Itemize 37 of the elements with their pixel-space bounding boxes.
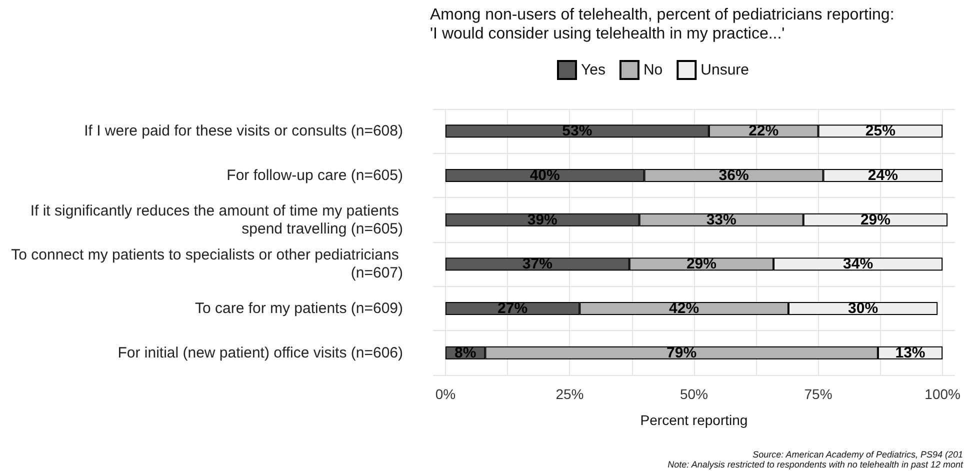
data-label: 79%: [666, 344, 697, 362]
data-label: 24%: [868, 167, 898, 184]
data-label: 29%: [686, 256, 716, 273]
y-tick-label: If I were paid for these visits or consults (n=608): [84, 122, 403, 140]
x-tick-label: 100%: [924, 386, 960, 402]
data-label: 8%: [454, 344, 476, 362]
y-tick-label: For follow-up care (n=605): [226, 167, 403, 184]
data-label: 39%: [527, 211, 558, 228]
data-label: 36%: [718, 167, 749, 184]
data-label: 53%: [562, 122, 592, 140]
legend-label: No: [643, 62, 663, 78]
x-tick-label: 0%: [435, 386, 456, 402]
data-label: 30%: [848, 300, 878, 317]
x-axis-title: Percent reporting: [640, 412, 748, 428]
data-label: 42%: [669, 300, 700, 317]
y-tick-label: For initial (new patient) office visits (n=606): [118, 344, 404, 362]
y-tick-label: To connect my patients to specialists or other pediatricians (n=607): [11, 246, 403, 282]
chart-subtitle: 'I would consider using telehealth in my practice...': [430, 26, 785, 42]
data-label: 22%: [748, 122, 779, 140]
data-label: 40%: [530, 167, 560, 184]
data-label: 34%: [843, 256, 874, 273]
data-label: 33%: [706, 211, 736, 228]
data-label: 29%: [860, 211, 890, 228]
legend-label: Unsure: [700, 62, 750, 78]
x-tick-label: 25%: [556, 386, 584, 402]
chart-title: Among non-users of telehealth, percent of pediatricians reporting:: [430, 6, 894, 24]
data-label: 25%: [865, 122, 896, 140]
data-label: 37%: [522, 256, 552, 273]
x-tick-label: 50%: [680, 386, 708, 402]
text: Note: Analysis restricted to respondents with no telehealth in past 12 mont: [668, 460, 964, 470]
y-tick-label: If it significantly reduces the amount of time my patients spend travelling (n=605): [30, 202, 403, 238]
data-label: 13%: [895, 344, 926, 362]
source-note: Source: American Academy of Pediatrics, PS94 (201: [752, 450, 963, 460]
data-label: 27%: [498, 300, 528, 317]
x-tick-label: 75%: [804, 386, 832, 402]
y-tick-label: To care for my patients (n=609): [194, 300, 404, 317]
legend-label: Yes: [581, 62, 606, 78]
